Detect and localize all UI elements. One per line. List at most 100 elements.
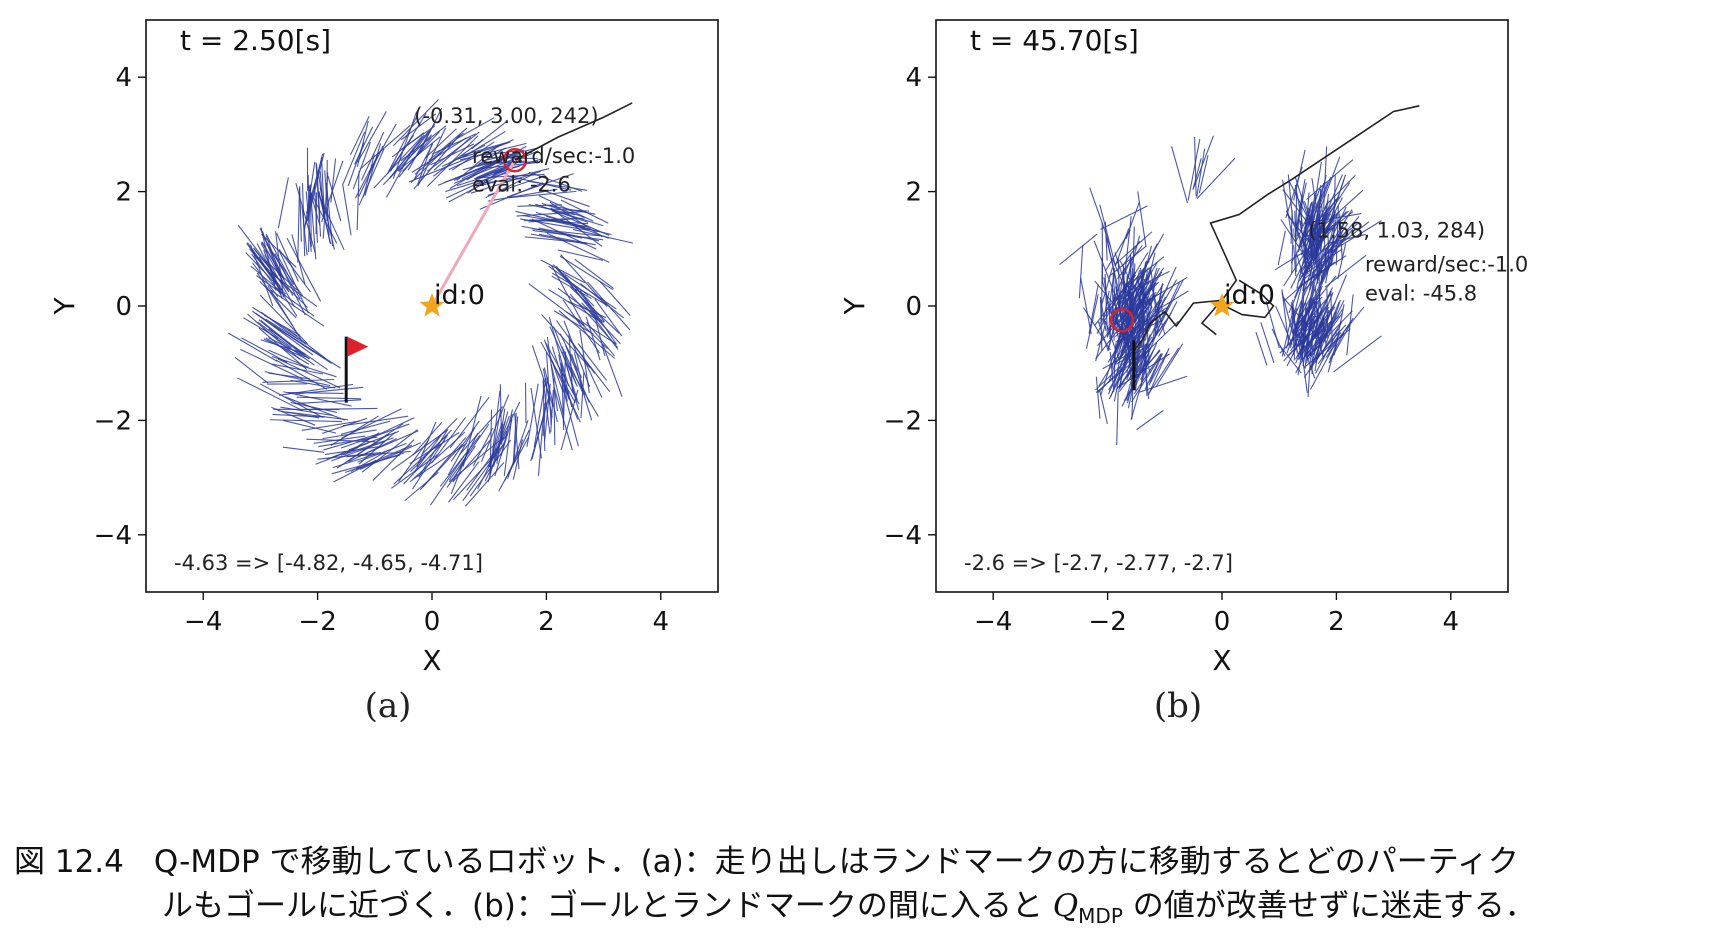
figure-number: 図 12.4: [14, 844, 124, 880]
plot-b: −4 −2 0 2 4 −4 −2 0 2 4 X Y id:0 t = 45.70[s] (1.58, 1…: [838, 19, 1528, 677]
particle-arrow: [553, 310, 594, 335]
particle-arrow: [237, 377, 303, 412]
particle-arrow: [346, 423, 404, 463]
particle-arrow: [1296, 274, 1317, 325]
particle-arrow: [1095, 376, 1101, 419]
particle-arrow: [1285, 210, 1316, 264]
particle-arrow: [326, 442, 369, 460]
particle-arrow: [265, 259, 298, 291]
particle-arrow: [410, 142, 452, 183]
particle-arrow: [357, 430, 419, 458]
particle-arrow: [357, 111, 387, 163]
particle-arrow: [1198, 155, 1209, 194]
particle-arrow: [490, 401, 521, 461]
particle-arrow: [1285, 308, 1298, 349]
particle-arrow: [446, 445, 476, 488]
eval-label: eval: -2.6: [472, 173, 571, 197]
particle-arrow: [459, 406, 504, 455]
particle-arrow: [272, 413, 326, 418]
particle-arrow: [1310, 182, 1329, 223]
particle-arrow: [484, 441, 505, 482]
particle-arrow: [602, 343, 623, 397]
particle-arrow: [494, 415, 510, 456]
particle-arrow: [417, 127, 447, 187]
y-tick-label: 4: [905, 63, 922, 93]
particle-arrow: [469, 147, 506, 171]
particle-arrow: [265, 243, 304, 297]
particle-arrow: [1315, 331, 1338, 374]
particle-arrow: [445, 169, 508, 199]
particle-arrow: [257, 321, 292, 348]
particle-arrow: [228, 332, 278, 362]
x-tick-label: −2: [298, 607, 336, 637]
particle-arrow: [413, 133, 461, 190]
particle-arrow: [560, 362, 573, 408]
particle-arrow: [358, 145, 384, 197]
particle-arrow: [1333, 304, 1345, 356]
particle-arrow: [421, 417, 458, 455]
particle-arrow: [417, 142, 433, 185]
particle-arrow: [386, 115, 418, 175]
particle-arrow: [1133, 353, 1162, 395]
particle-arrow: [1302, 331, 1311, 367]
particle-arrow: [361, 131, 385, 181]
sensor-line: [430, 159, 517, 307]
particle-arrow: [513, 416, 519, 463]
particle-arrow: [1194, 137, 1197, 196]
particle-arrow: [262, 236, 301, 300]
particle-arrow: [1320, 251, 1331, 284]
particle-arrow: [422, 437, 467, 488]
particle-arrow: [361, 429, 418, 473]
particle-arrow: [332, 453, 375, 469]
particle-arrow: [295, 183, 316, 254]
particle-arrow: [527, 180, 588, 191]
particle-arrow: [1089, 187, 1112, 248]
y-tick-label: −2: [884, 406, 922, 436]
particle-arrow: [549, 201, 603, 238]
particle-arrow: [1119, 260, 1146, 309]
particle-arrow: [1098, 357, 1118, 387]
particle-arrow: [284, 396, 346, 421]
particle-arrow: [441, 144, 486, 167]
particle-arrow: [392, 99, 439, 147]
particle-arrow: [331, 454, 401, 475]
particle-arrow: [417, 108, 443, 156]
particle-arrow: [461, 149, 525, 180]
eval-label: eval: -45.8: [1365, 281, 1477, 305]
particle-arrow: [267, 285, 303, 342]
x-tick-label: 0: [424, 607, 441, 637]
particle-arrow: [1303, 328, 1351, 369]
particle-arrow: [285, 411, 349, 421]
trajectory: [514, 102, 633, 161]
landmark-id-label: id:0: [1224, 280, 1275, 311]
particle-arrow: [240, 348, 303, 380]
particle-arrow: [560, 389, 579, 451]
particle-arrow: [1134, 243, 1158, 288]
particle-arrow: [1196, 157, 1236, 200]
particle-arrow: [1106, 301, 1119, 338]
particle-arrow: [516, 211, 583, 217]
particle-arrow: [561, 351, 578, 401]
y-axis-label: Y: [48, 297, 81, 316]
particle-arrow: [1292, 308, 1302, 355]
particle-arrow: [356, 121, 369, 167]
particles: [1059, 135, 1382, 446]
particle-arrow: [494, 419, 513, 477]
particle-arrow: [481, 394, 510, 462]
particle-arrow: [1281, 308, 1294, 357]
particle-arrow: [1289, 298, 1315, 343]
particle-arrow: [262, 328, 315, 366]
particle-arrow: [325, 182, 334, 246]
particle-arrow: [1106, 306, 1130, 345]
particle-arrow: [403, 440, 446, 485]
particle-arrow: [1136, 409, 1164, 431]
particle-arrow: [1144, 299, 1161, 328]
particle-arrow: [1099, 204, 1116, 266]
particle-arrow: [362, 154, 375, 197]
particle-arrow: [439, 434, 481, 487]
particle-arrow: [529, 171, 583, 192]
particle-arrow: [1116, 390, 1119, 446]
particle-arrow: [551, 346, 570, 400]
particle-arrow: [301, 183, 306, 257]
particle-arrow: [261, 230, 280, 276]
